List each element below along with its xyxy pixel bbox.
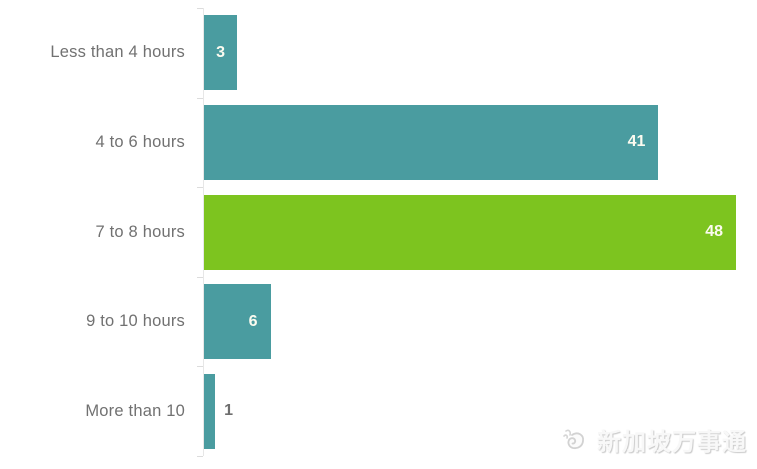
bar-value-label: 41 (627, 133, 646, 151)
bar: 41 (204, 104, 659, 180)
bar-value-label: 6 (248, 312, 258, 330)
watermark-text: 新加坡万事通 (597, 429, 747, 456)
category-label: More than 10 (85, 401, 185, 420)
bar-value-label: 1 (224, 402, 233, 420)
bar-value-label: 48 (705, 223, 723, 240)
bar: 1 (204, 373, 233, 449)
axis-tick (197, 276, 203, 278)
merlion-icon (562, 427, 592, 453)
category-label: 7 to 8 hours (95, 222, 185, 241)
bar: 3 (204, 15, 238, 91)
axis-tick (197, 8, 203, 9)
axis-tick (197, 456, 203, 457)
watermark: 新加坡万事通 (562, 422, 747, 457)
axis-tick (197, 97, 203, 99)
bar: 48 (204, 194, 736, 270)
bar-value-label: 3 (216, 43, 226, 61)
category-label: Less than 4 hours (50, 43, 185, 62)
category-label: 9 to 10 hours (86, 312, 185, 331)
axis-tick (197, 187, 203, 189)
axis-tick (197, 366, 203, 368)
category-label: 4 to 6 hours (95, 132, 185, 151)
bar: 6 (204, 284, 271, 360)
y-axis (203, 8, 204, 456)
